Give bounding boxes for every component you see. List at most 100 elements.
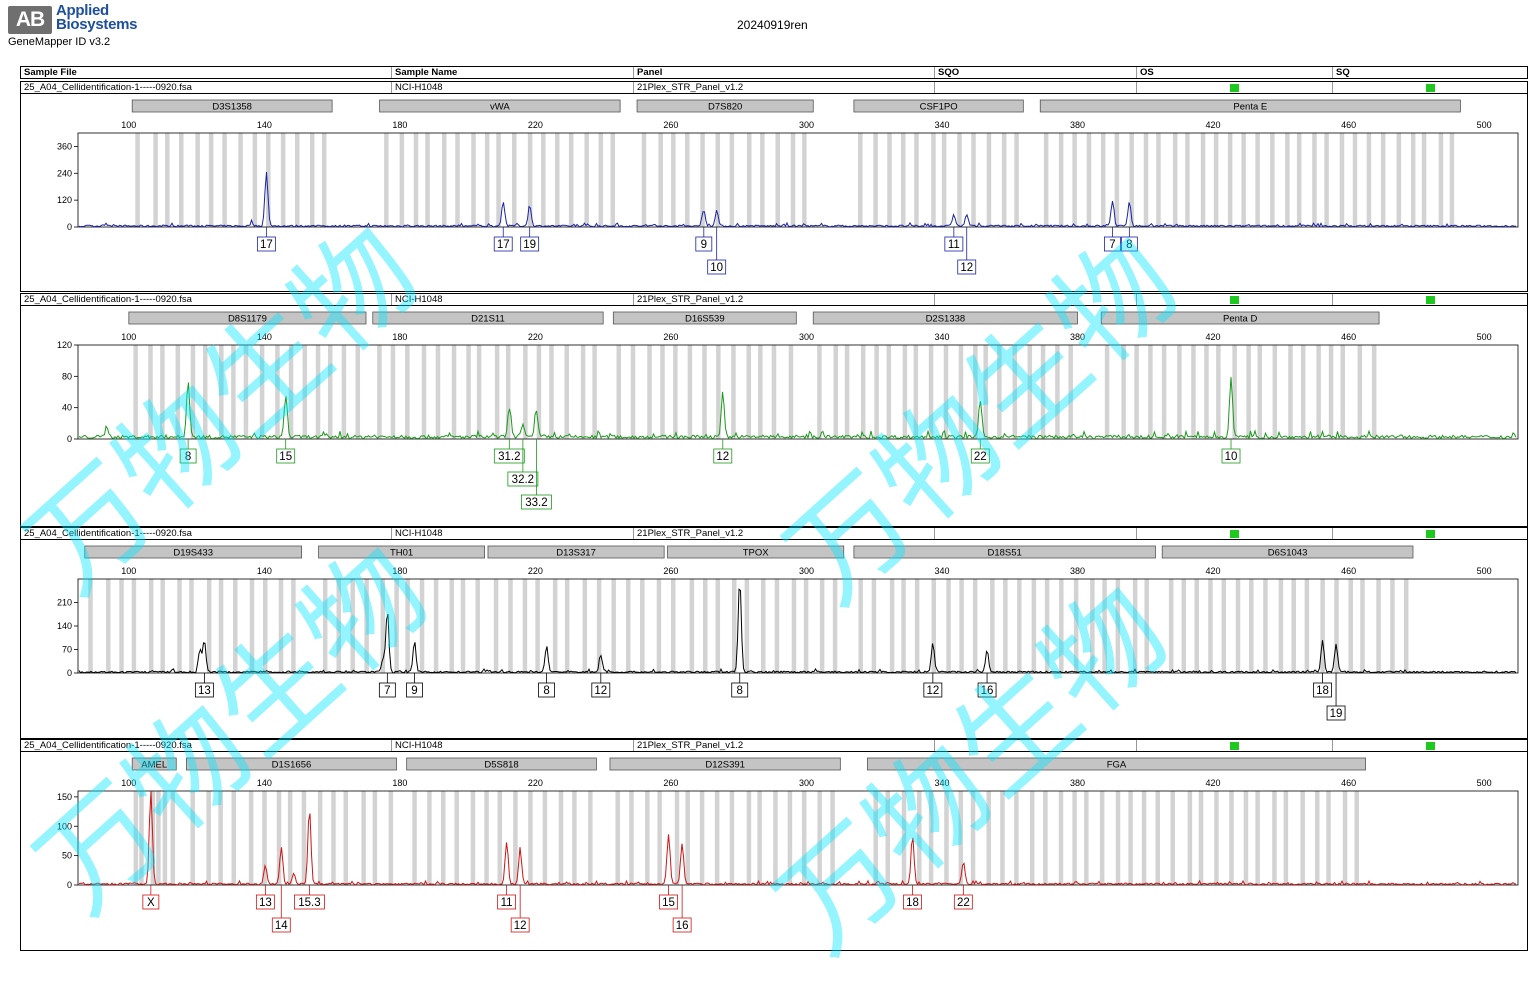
marker-rect[interactable] — [379, 99, 621, 113]
allele-box[interactable] — [1120, 236, 1138, 252]
allele-box[interactable] — [953, 894, 973, 910]
marker-bar[interactable]: Penta E — [1039, 99, 1461, 113]
marker-bar[interactable]: D8S1179 — [128, 311, 367, 325]
marker-rect[interactable] — [636, 99, 814, 113]
allele-box[interactable] — [970, 448, 990, 464]
marker-bar[interactable]: TH01 — [318, 545, 485, 559]
allele-box[interactable] — [659, 894, 678, 910]
allele-call[interactable]: 18 — [1313, 673, 1332, 698]
marker-bar[interactable]: Penta D — [1100, 311, 1380, 325]
marker-rect[interactable] — [406, 757, 597, 771]
allele-call[interactable]: 13 — [194, 673, 214, 698]
marker-bar[interactable]: vWA — [379, 99, 621, 113]
allele-call[interactable]: 12 — [713, 439, 733, 464]
allele-call[interactable]: X — [142, 885, 160, 910]
marker-bar[interactable]: D3S1358 — [131, 99, 333, 113]
allele-call[interactable]: 8 — [731, 673, 749, 698]
allele-call[interactable]: 8 — [179, 439, 197, 464]
marker-rect[interactable] — [609, 757, 841, 771]
marker-rect[interactable] — [1100, 311, 1380, 325]
allele-call[interactable]: 17 — [493, 227, 513, 252]
marker-rect[interactable] — [812, 311, 1078, 325]
marker-bar[interactable]: D7S820 — [636, 99, 814, 113]
allele-call[interactable]: 12 — [957, 227, 977, 275]
allele-box[interactable] — [294, 894, 325, 910]
marker-rect[interactable] — [318, 545, 485, 559]
marker-bar[interactable]: D6S1043 — [1161, 545, 1414, 559]
marker-rect[interactable] — [867, 757, 1366, 771]
allele-call[interactable]: 31.2 — [493, 439, 525, 464]
allele-call[interactable]: 19 — [520, 227, 540, 252]
allele-box[interactable] — [672, 917, 692, 933]
allele-call[interactable]: 22 — [953, 885, 973, 910]
marker-rect[interactable] — [853, 545, 1156, 559]
allele-box[interactable] — [1326, 705, 1346, 721]
marker-rect[interactable] — [1039, 99, 1461, 113]
allele-box[interactable] — [493, 236, 513, 252]
allele-call[interactable]: 33.2 — [521, 439, 552, 510]
allele-box[interactable] — [1313, 682, 1332, 698]
allele-box[interactable] — [977, 682, 997, 698]
allele-call[interactable]: 15 — [659, 885, 678, 910]
marker-bar[interactable]: D13S317 — [487, 545, 665, 559]
allele-box[interactable] — [507, 471, 539, 487]
allele-call[interactable]: 8 — [1120, 227, 1138, 252]
allele-call[interactable]: 7 — [1104, 227, 1121, 252]
allele-box[interactable] — [378, 682, 396, 698]
allele-call[interactable]: 12 — [510, 885, 530, 933]
allele-box[interactable] — [276, 448, 296, 464]
allele-call[interactable]: 9 — [406, 673, 423, 698]
marker-rect[interactable] — [667, 545, 845, 559]
allele-call[interactable]: 9 — [695, 227, 713, 252]
allele-call[interactable]: 16 — [977, 673, 997, 698]
allele-call[interactable]: 7 — [378, 673, 396, 698]
allele-call[interactable]: 12 — [923, 673, 943, 698]
marker-bar[interactable]: D2S1338 — [812, 311, 1078, 325]
allele-box[interactable] — [957, 259, 977, 275]
marker-bar[interactable]: D16S539 — [612, 311, 797, 325]
marker-rect[interactable] — [186, 757, 397, 771]
allele-call[interactable]: 11 — [944, 227, 964, 252]
allele-box[interactable] — [944, 236, 964, 252]
allele-box[interactable] — [903, 894, 922, 910]
marker-bar[interactable]: D21S11 — [372, 311, 604, 325]
marker-bar[interactable]: TPOX — [667, 545, 845, 559]
allele-box[interactable] — [142, 894, 160, 910]
allele-box[interactable] — [255, 894, 275, 910]
allele-box[interactable] — [194, 682, 214, 698]
allele-box[interactable] — [591, 682, 611, 698]
marker-rect[interactable] — [131, 99, 333, 113]
allele-call[interactable]: 15.3 — [294, 885, 325, 910]
marker-bar[interactable]: AMEL — [131, 757, 177, 771]
marker-rect[interactable] — [853, 99, 1024, 113]
allele-call[interactable]: 10 — [1221, 439, 1241, 464]
marker-rect[interactable] — [128, 311, 367, 325]
marker-rect[interactable] — [487, 545, 665, 559]
marker-rect[interactable] — [1161, 545, 1414, 559]
allele-call[interactable]: 14 — [271, 885, 291, 933]
allele-box[interactable] — [510, 917, 530, 933]
marker-bar[interactable]: D12S391 — [609, 757, 841, 771]
allele-call[interactable]: 22 — [970, 439, 990, 464]
marker-rect[interactable] — [131, 757, 177, 771]
allele-box[interactable] — [707, 259, 727, 275]
allele-call[interactable]: 16 — [672, 885, 692, 933]
allele-box[interactable] — [520, 236, 540, 252]
marker-bar[interactable]: FGA — [867, 757, 1366, 771]
allele-call[interactable]: 18 — [903, 885, 922, 910]
marker-bar[interactable]: D19S433 — [84, 545, 303, 559]
marker-rect[interactable] — [84, 545, 303, 559]
allele-call[interactable]: 17 — [256, 227, 276, 252]
allele-box[interactable] — [538, 682, 555, 698]
allele-box[interactable] — [1221, 448, 1241, 464]
allele-call[interactable]: 32.2 — [507, 439, 539, 487]
marker-bar[interactable]: D5S818 — [406, 757, 597, 771]
allele-box[interactable] — [1104, 236, 1121, 252]
allele-call[interactable]: 15 — [276, 439, 296, 464]
allele-box[interactable] — [923, 682, 943, 698]
allele-call[interactable]: 13 — [255, 885, 275, 910]
allele-call[interactable]: 11 — [497, 885, 517, 910]
allele-box[interactable] — [256, 236, 276, 252]
marker-rect[interactable] — [612, 311, 797, 325]
allele-call[interactable]: 12 — [591, 673, 611, 698]
